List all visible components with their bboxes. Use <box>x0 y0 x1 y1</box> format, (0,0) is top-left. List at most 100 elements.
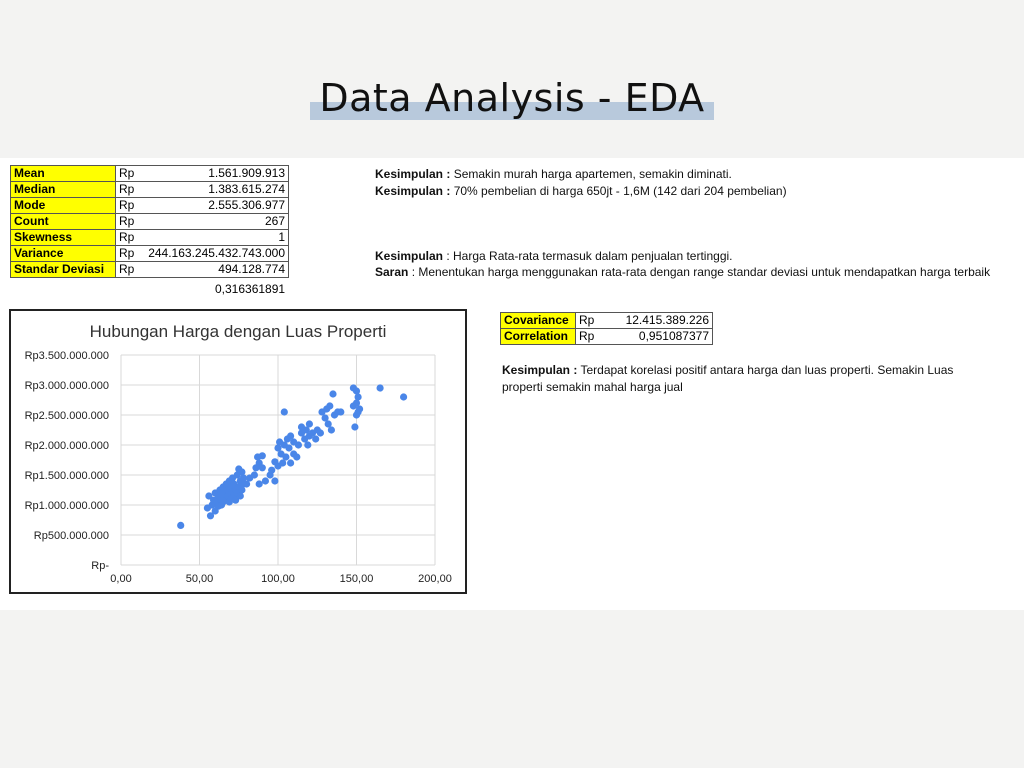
stats-extra-value: 0,316361891 <box>215 282 286 296</box>
scatter-point <box>356 405 364 413</box>
stats-row-label: Skewness <box>10 229 116 246</box>
scatter-point <box>258 464 266 472</box>
correlation-row-label: Covariance <box>500 312 576 329</box>
scatter-point <box>312 435 320 443</box>
scatter-point <box>250 471 258 479</box>
correlation-row: Covariance Rp 12.415.389.226 <box>500 312 713 329</box>
stats-row-currency: Rp <box>115 229 142 246</box>
correlation-row-value: 0,951087377 <box>606 328 713 345</box>
stats-row-value: 267 <box>142 213 289 230</box>
x-tick-label: 0,00 <box>110 573 131 585</box>
scatter-point <box>324 420 332 428</box>
scatter-point <box>351 423 359 431</box>
scatter-point <box>236 492 244 500</box>
y-tick-label: Rp2.000.000.000 <box>25 440 109 452</box>
y-tick-label: Rp- <box>91 560 109 572</box>
y-tick-label: Rp1.000.000.000 <box>25 500 109 512</box>
scatter-point <box>287 432 295 440</box>
stats-row: Mode Rp 2.555.306.977 <box>10 197 289 214</box>
conclusion-1-text: Semakin murah harga apartemen, semakin d… <box>450 167 732 181</box>
stats-row-value: 2.555.306.977 <box>142 197 289 214</box>
scatter-point <box>321 414 329 422</box>
correlation-conclusion: Kesimpulan : Terdapat korelasi positif a… <box>502 362 972 396</box>
conclusion-2-text: 70% pembelian di harga 650jt - 1,6M (142… <box>450 184 787 198</box>
correlation-table: Covariance Rp 12.415.389.226 Correlation Rp 0… <box>500 312 713 345</box>
scatter-point <box>271 477 279 485</box>
conclusion-1: Kesimpulan : Semakin murah harga apartem… <box>375 167 732 181</box>
scatter-point <box>304 441 312 449</box>
x-tick-label: 200,00 <box>418 573 452 585</box>
stats-row-value: 1.561.909.913 <box>142 165 289 182</box>
conclusion-3-label: Kesimpulan <box>375 249 444 263</box>
stats-row: Median Rp 1.383.615.274 <box>10 181 289 198</box>
x-tick-label: 100,00 <box>261 573 295 585</box>
conclusion-3-text: : Harga Rata-rata termasuk dalam penjual… <box>443 249 733 263</box>
stats-row-label: Mode <box>10 197 116 214</box>
y-tick-label: Rp500.000.000 <box>34 530 109 542</box>
scatter-point <box>337 408 345 416</box>
conclusion-3: Kesimpulan : Harga Rata-rata termasuk da… <box>375 249 733 263</box>
scatter-point <box>293 453 301 461</box>
stats-row-value: 494.128.774 <box>142 261 289 278</box>
scatter-point <box>294 441 302 449</box>
title-area: Data Analysis - EDA <box>0 70 1024 130</box>
correlation-row-value: 12.415.389.226 <box>606 312 713 329</box>
stats-row-currency: Rp <box>115 245 142 262</box>
correlation-conclusion-label: Kesimpulan : <box>502 363 578 377</box>
scatter-point <box>326 402 334 410</box>
correlation-row-label: Correlation <box>500 328 576 345</box>
scatter-point <box>352 399 361 407</box>
scatter-point <box>400 393 408 401</box>
y-tick-label: Rp3.000.000.000 <box>25 380 109 392</box>
scatter-point <box>316 429 324 437</box>
page-title: Data Analysis - EDA <box>319 76 705 120</box>
scatter-point <box>238 468 246 476</box>
chart-title: Hubungan Harga dengan Luas Properti <box>90 322 387 341</box>
scatter-point <box>261 477 269 485</box>
correlation-row: Correlation Rp 0,951087377 <box>500 328 713 345</box>
scatter-point <box>352 387 361 395</box>
y-tick-label: Rp3.500.000.000 <box>25 350 109 362</box>
suggestion-text: : Menentukan harga menggunakan rata-rata… <box>408 265 991 279</box>
correlation-row-currency: Rp <box>575 328 606 345</box>
scatter-point <box>305 420 313 428</box>
stats-row-value: 244.163.245.432.743.000 <box>142 245 289 262</box>
stats-row-label: Median <box>10 181 116 198</box>
suggestion-label: Saran <box>375 265 409 279</box>
scatter-point <box>239 474 248 482</box>
scatter-point <box>354 393 362 401</box>
scatter-point <box>327 426 335 434</box>
stats-row-value: 1 <box>142 229 289 246</box>
stats-row-currency: Rp <box>115 261 142 278</box>
stats-row: Standar Deviasi Rp 494.128.774 <box>10 261 289 278</box>
stats-row-label: Count <box>10 213 116 230</box>
scatter-point <box>268 466 276 474</box>
scatter-point <box>206 512 215 520</box>
conclusion-1-label: Kesimpulan : <box>375 167 451 181</box>
scatter-point <box>285 444 293 452</box>
scatter-point <box>255 480 263 488</box>
scatter-point <box>376 384 384 392</box>
suggestion: Saran : Menentukan harga menggunakan rat… <box>375 265 990 279</box>
y-tick-label: Rp1.500.000.000 <box>25 470 109 482</box>
correlation-conclusion-text: Terdapat korelasi positif antara harga d… <box>502 363 954 394</box>
stats-row-label: Standar Deviasi <box>10 261 116 278</box>
stats-table: Mean Rp 1.561.909.913 Median Rp 1.383.615.274… <box>10 165 289 278</box>
scatter-point <box>282 453 290 461</box>
stats-row-label: Variance <box>10 245 116 262</box>
stats-row: Mean Rp 1.561.909.913 <box>10 165 289 182</box>
scatter-point <box>205 492 213 500</box>
scatter-point <box>302 426 310 434</box>
conclusion-2-label: Kesimpulan : <box>375 184 451 198</box>
scatter-point <box>243 480 251 488</box>
stats-row: Variance Rp 244.163.245.432.743.000 <box>10 245 289 262</box>
stats-row-label: Mean <box>10 165 116 182</box>
stats-row-value: 1.383.615.274 <box>142 181 289 198</box>
scatter-point <box>258 452 266 460</box>
title-highlight-bar <box>310 102 714 120</box>
scatter-chart: Hubungan Harga dengan Luas Properti Rp- R… <box>9 309 467 594</box>
stats-row-currency: Rp <box>115 197 142 214</box>
correlation-row-currency: Rp <box>575 312 606 329</box>
scatter-point <box>274 444 282 452</box>
x-tick-label: 150,00 <box>340 573 374 585</box>
